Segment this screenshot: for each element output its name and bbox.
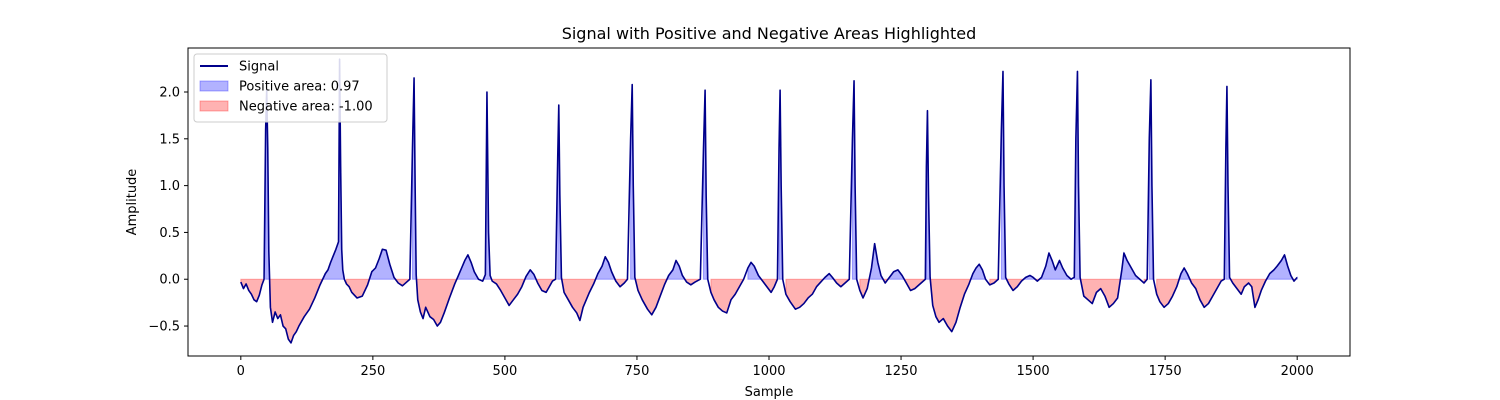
- chart-title: Signal with Positive and Negative Areas …: [562, 24, 977, 43]
- negative-area-fill: [929, 278, 972, 333]
- negative-area-fill: [269, 278, 324, 344]
- negative-area-fill: [561, 278, 597, 323]
- y-tick-label: −0.5: [148, 320, 180, 335]
- x-tick-label: 1250: [884, 364, 917, 379]
- positive-area-fill: [456, 253, 480, 280]
- y-tick-label: 0.0: [159, 273, 180, 288]
- y-tick-label: 1.0: [159, 179, 180, 194]
- y-axis-label: Amplitude: [125, 169, 140, 236]
- x-tick-label: 250: [360, 364, 385, 379]
- positive-area-fill: [368, 248, 397, 280]
- y-tick-label: 0.5: [159, 226, 180, 241]
- x-tick-label: 0: [237, 364, 245, 379]
- legend-patch-swatch: [199, 100, 229, 112]
- legend-label: Negative area: -1.00: [239, 100, 373, 115]
- plot-area: [240, 58, 1298, 344]
- x-axis: 0 250 500 750 1000 1250 1500 1750 2000: [237, 356, 1314, 379]
- legend-label: Signal: [239, 60, 279, 75]
- positive-area-fill: [1265, 253, 1294, 280]
- legend-patch-swatch: [199, 80, 229, 92]
- signal-series: [240, 58, 1298, 344]
- x-tick-label: 1750: [1149, 364, 1182, 379]
- x-tick-label: 750: [625, 364, 650, 379]
- legend-label: Positive area: 0.97: [239, 80, 360, 95]
- y-tick-label: 2.0: [159, 86, 180, 101]
- negative-area-fill: [710, 278, 745, 314]
- y-axis: −0.5 0.0 0.5 1.0 1.5 2.0: [148, 86, 188, 335]
- legend-box: [193, 53, 388, 123]
- negative-area-fill: [634, 278, 668, 316]
- area-fills: [240, 59, 1298, 344]
- legend: Signal Positive area: 0.97 Negative area: …: [193, 53, 388, 123]
- positive-area-fill: [594, 255, 616, 280]
- x-axis-label: Sample: [745, 385, 794, 400]
- x-tick-label: 1000: [752, 364, 785, 379]
- signal-line: [240, 58, 1298, 344]
- x-tick-label: 1500: [1017, 364, 1050, 379]
- x-tick-label: 2000: [1281, 364, 1314, 379]
- y-tick-label: 1.5: [159, 132, 180, 147]
- x-tick-label: 500: [492, 364, 517, 379]
